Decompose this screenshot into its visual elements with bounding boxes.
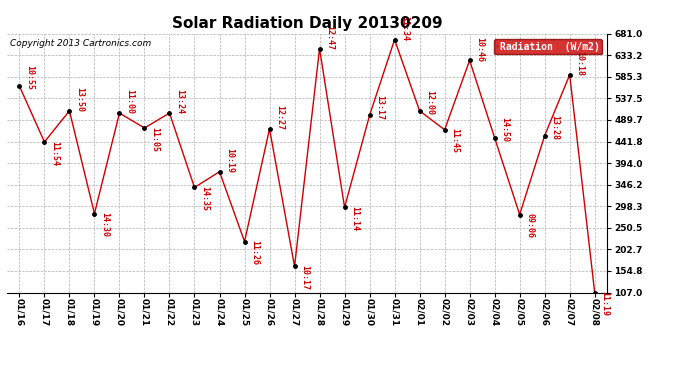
Text: 13:17: 13:17 [375, 94, 384, 120]
Text: 11:14: 11:14 [350, 206, 359, 231]
Text: Copyright 2013 Cartronics.com: Copyright 2013 Cartronics.com [10, 39, 151, 48]
Legend: Radiation  (W/m2): Radiation (W/m2) [494, 39, 602, 54]
Text: 10:19: 10:19 [225, 148, 234, 173]
Text: 12:27: 12:27 [275, 105, 284, 130]
Text: 10:46: 10:46 [475, 37, 484, 62]
Text: 11:00: 11:00 [125, 90, 134, 114]
Text: 10:17: 10:17 [300, 265, 309, 290]
Text: 10:55: 10:55 [25, 65, 34, 90]
Text: 11:34: 11:34 [400, 16, 409, 41]
Text: 11:05: 11:05 [150, 127, 159, 152]
Text: 11:45: 11:45 [450, 128, 459, 153]
Text: 11:26: 11:26 [250, 240, 259, 265]
Text: 14:30: 14:30 [100, 212, 109, 237]
Title: Solar Radiation Daily 20130209: Solar Radiation Daily 20130209 [172, 16, 442, 31]
Text: 11:54: 11:54 [50, 141, 59, 165]
Text: 13:50: 13:50 [75, 87, 84, 112]
Text: 12:00: 12:00 [425, 90, 434, 115]
Text: 11:19: 11:19 [600, 291, 609, 316]
Text: 10:18: 10:18 [575, 51, 584, 76]
Text: 14:50: 14:50 [500, 117, 509, 142]
Text: 14:35: 14:35 [200, 186, 209, 211]
Text: 13:28: 13:28 [550, 115, 559, 140]
Text: 12:47: 12:47 [325, 25, 334, 50]
Text: 09:06: 09:06 [525, 213, 534, 238]
Text: 13:24: 13:24 [175, 90, 184, 114]
